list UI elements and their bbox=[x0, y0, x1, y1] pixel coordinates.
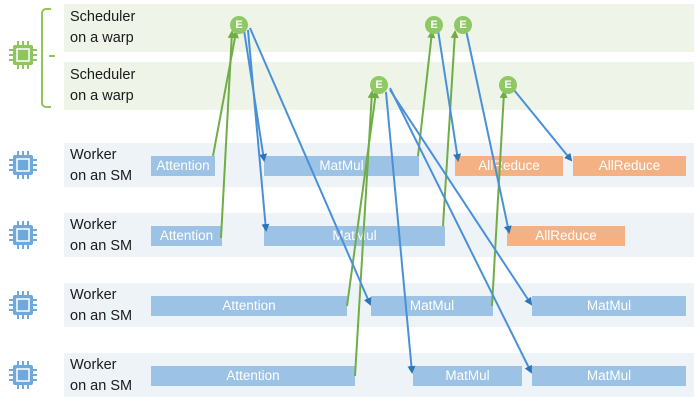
blue-chip-icon bbox=[9, 291, 37, 319]
row-label-line2: on a warp bbox=[70, 30, 134, 46]
arrow-completion bbox=[346, 90, 380, 307]
row-label-worker-1: Worker on an SM bbox=[70, 145, 132, 187]
row-label-line2: on a warp bbox=[70, 88, 134, 104]
row-label-line2: on an SM bbox=[70, 378, 133, 394]
row-label-worker-3: Worker on an SM bbox=[70, 285, 132, 327]
row-label-line2: on an SM bbox=[70, 308, 133, 324]
row-label-line1: Worker bbox=[70, 147, 117, 163]
row-label-worker-2: Worker on an SM bbox=[70, 215, 132, 257]
row-label-line2: on an SM bbox=[70, 238, 133, 254]
row-label-worker-4: Worker on an SM bbox=[70, 355, 132, 397]
event-badge: E bbox=[425, 16, 443, 34]
arrow-launch bbox=[465, 29, 512, 234]
event-badge: E bbox=[499, 76, 517, 94]
task-allreduce: AllReduce bbox=[573, 156, 686, 176]
row-label-line1: Scheduler bbox=[70, 67, 136, 83]
task-matmul: MatMul bbox=[264, 156, 419, 176]
arrow-launch bbox=[247, 29, 270, 232]
arrow-completion bbox=[491, 90, 508, 307]
task-matmul: MatMul bbox=[264, 226, 445, 246]
blue-chip-icon bbox=[9, 221, 37, 249]
row-label-line1: Worker bbox=[70, 217, 117, 233]
row-label-line1: Worker bbox=[70, 287, 117, 303]
task-matmul: MatMul bbox=[371, 296, 493, 316]
task-attention: Attention bbox=[151, 226, 222, 246]
event-badge: E bbox=[370, 76, 388, 94]
scheduler-bracket bbox=[41, 8, 51, 108]
task-allreduce: AllReduce bbox=[455, 156, 563, 176]
row-label-scheduler-1: Scheduler on a warp bbox=[70, 7, 135, 49]
task-attention: Attention bbox=[151, 156, 215, 176]
task-attention: Attention bbox=[151, 366, 355, 386]
event-badge: E bbox=[454, 16, 472, 34]
task-matmul: MatMul bbox=[532, 366, 686, 386]
row-label-line1: Scheduler bbox=[70, 9, 136, 25]
row-label-scheduler-2: Scheduler on a warp bbox=[70, 65, 135, 107]
scheduler-band-1 bbox=[64, 4, 694, 52]
row-label-line1: Worker bbox=[70, 357, 117, 373]
task-matmul: MatMul bbox=[413, 366, 522, 386]
green-chip-icon bbox=[9, 41, 37, 69]
task-matmul: MatMul bbox=[532, 296, 686, 316]
task-attention: Attention bbox=[151, 296, 347, 316]
arrow-launch bbox=[389, 89, 533, 306]
blue-chip-icon bbox=[9, 151, 37, 179]
scheduler-bracket-tick bbox=[49, 55, 55, 57]
row-label-line2: on an SM bbox=[70, 168, 133, 184]
blue-chip-icon bbox=[9, 361, 37, 389]
event-badge: E bbox=[230, 16, 248, 34]
task-allreduce: AllReduce bbox=[507, 226, 625, 246]
